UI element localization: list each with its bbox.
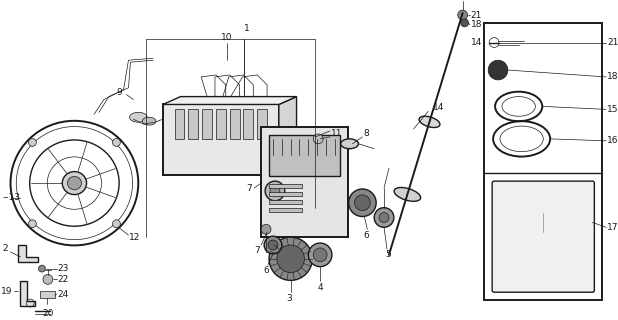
Circle shape <box>268 240 278 250</box>
Polygon shape <box>163 97 297 104</box>
Polygon shape <box>279 97 297 175</box>
Polygon shape <box>19 245 38 262</box>
Text: 18: 18 <box>607 72 618 82</box>
Ellipse shape <box>62 172 87 195</box>
Text: 5: 5 <box>385 250 391 259</box>
Polygon shape <box>20 281 35 306</box>
Bar <box>269 192 302 196</box>
Ellipse shape <box>129 112 147 122</box>
Polygon shape <box>40 291 55 298</box>
Text: 8: 8 <box>363 130 369 139</box>
Text: 19: 19 <box>1 287 12 296</box>
Text: 16: 16 <box>607 136 618 145</box>
Bar <box>269 135 340 176</box>
Text: 21: 21 <box>607 38 618 47</box>
Circle shape <box>460 19 468 27</box>
Text: 2: 2 <box>2 244 8 253</box>
Bar <box>485 23 602 300</box>
Circle shape <box>270 186 280 196</box>
Bar <box>202 109 212 139</box>
Circle shape <box>277 245 305 273</box>
Ellipse shape <box>341 139 358 149</box>
Text: 6: 6 <box>363 231 369 240</box>
Bar <box>261 127 348 237</box>
Text: 14: 14 <box>433 103 444 112</box>
Circle shape <box>355 195 370 211</box>
Circle shape <box>349 189 376 217</box>
Text: 7: 7 <box>247 183 252 193</box>
Bar <box>269 184 302 188</box>
Circle shape <box>38 265 45 272</box>
Circle shape <box>269 237 312 280</box>
Ellipse shape <box>67 176 82 190</box>
Circle shape <box>265 181 285 201</box>
Circle shape <box>313 248 327 262</box>
Text: --13: --13 <box>2 193 20 202</box>
Bar <box>230 109 240 139</box>
Bar <box>269 208 302 212</box>
Circle shape <box>112 220 121 228</box>
Text: 7: 7 <box>254 246 260 255</box>
Text: 11: 11 <box>331 130 342 139</box>
Text: 12: 12 <box>129 233 141 242</box>
Bar <box>175 109 185 139</box>
Text: 21: 21 <box>470 11 482 20</box>
Circle shape <box>313 134 323 144</box>
Bar <box>163 104 279 175</box>
Text: 6: 6 <box>263 266 269 275</box>
Text: 10: 10 <box>221 33 232 42</box>
Text: 17: 17 <box>607 223 618 232</box>
Text: 18: 18 <box>470 20 482 29</box>
Circle shape <box>261 224 271 234</box>
Text: 14: 14 <box>470 38 482 47</box>
FancyBboxPatch shape <box>492 181 595 292</box>
Text: 1: 1 <box>245 24 250 33</box>
Circle shape <box>264 236 282 254</box>
Text: 15: 15 <box>607 105 618 114</box>
Text: 24: 24 <box>57 290 69 299</box>
Circle shape <box>374 208 394 227</box>
Circle shape <box>308 243 332 267</box>
Circle shape <box>43 275 53 284</box>
Text: 20: 20 <box>42 309 53 318</box>
Text: 4: 4 <box>317 283 323 292</box>
Bar <box>188 109 198 139</box>
Text: 9: 9 <box>117 88 122 97</box>
Circle shape <box>28 139 36 146</box>
Bar <box>269 200 302 204</box>
Text: 3: 3 <box>287 293 292 303</box>
Bar <box>243 109 253 139</box>
Circle shape <box>379 212 389 222</box>
Ellipse shape <box>394 188 421 201</box>
Bar <box>216 109 226 139</box>
Ellipse shape <box>142 117 156 125</box>
Ellipse shape <box>419 116 440 127</box>
Circle shape <box>112 139 121 146</box>
Circle shape <box>28 220 36 228</box>
Circle shape <box>458 10 468 20</box>
Text: 22: 22 <box>57 275 69 284</box>
Bar <box>257 109 267 139</box>
Text: 23: 23 <box>57 264 69 273</box>
Circle shape <box>488 60 508 80</box>
